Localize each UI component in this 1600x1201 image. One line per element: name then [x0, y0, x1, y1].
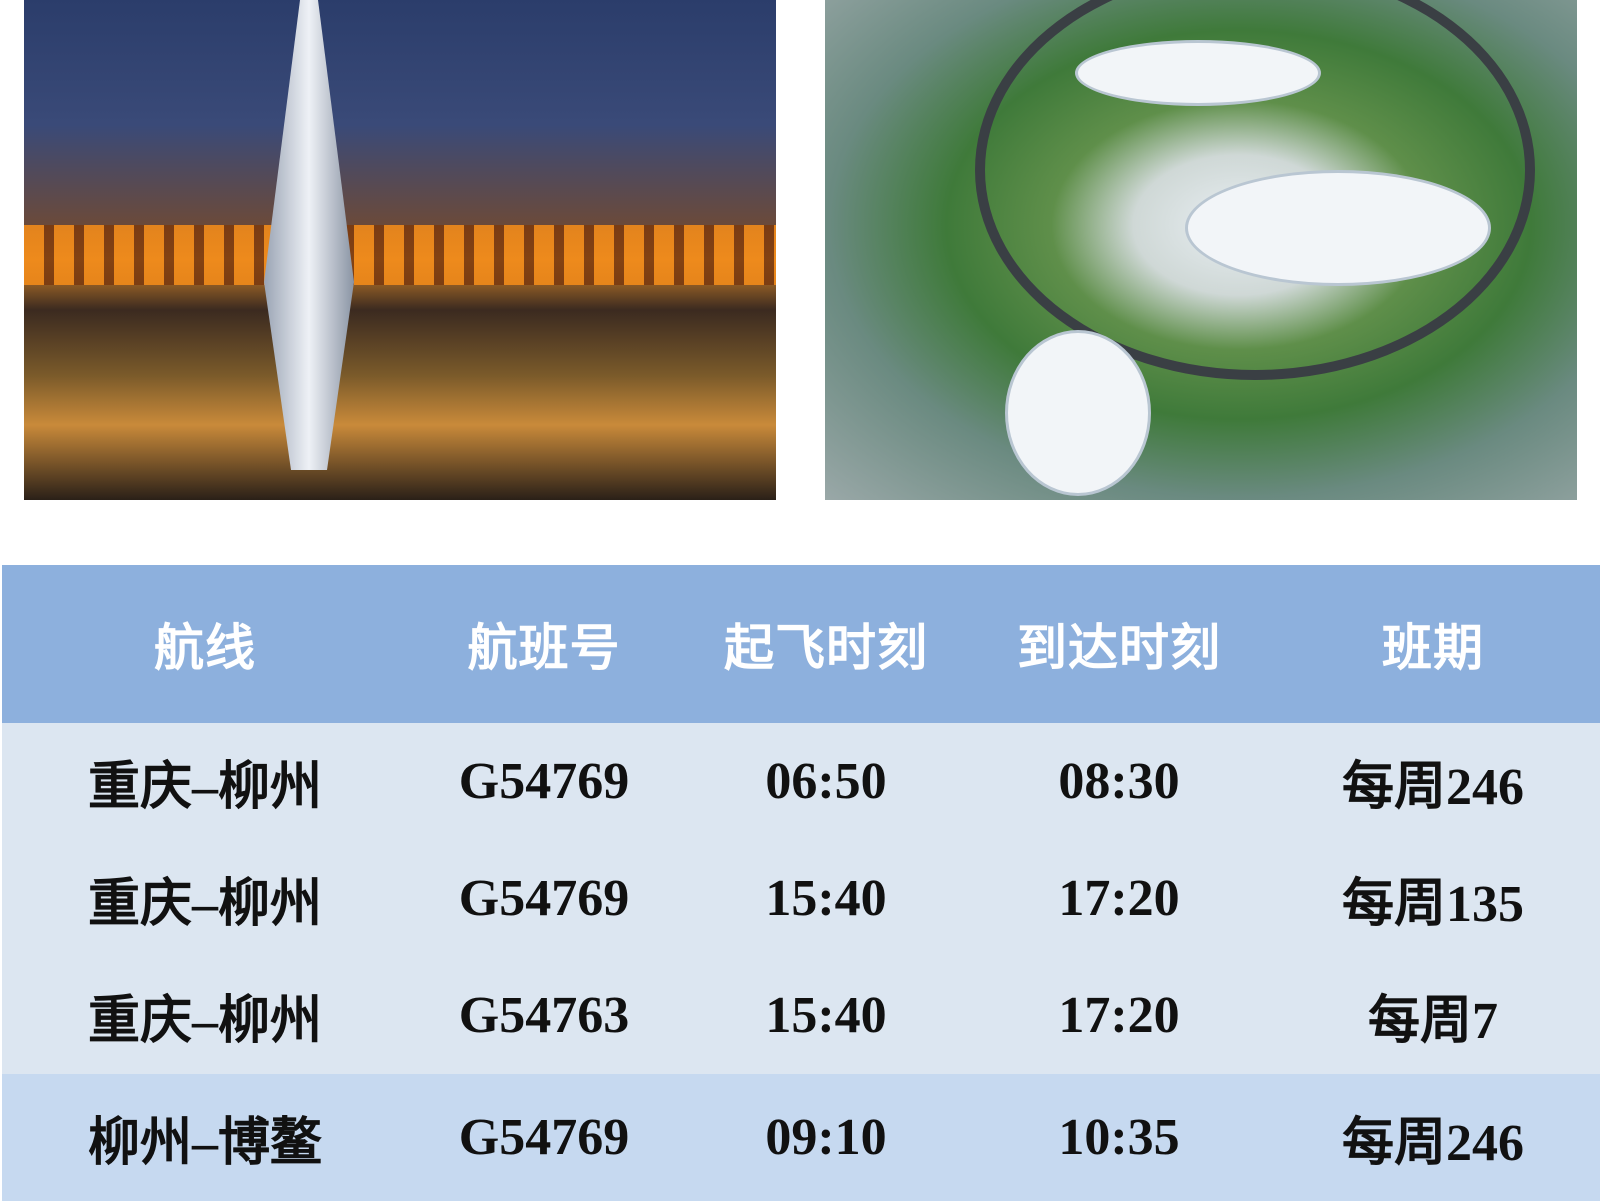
flight-number-cell: G54763 — [408, 957, 680, 1074]
flight-number-cell: G54769 — [408, 723, 680, 840]
bridge-tower — [264, 0, 354, 470]
arrival-cell: 17:20 — [972, 840, 1266, 957]
departure-cell: 06:50 — [680, 723, 972, 840]
arrival-cell: 17:20 — [972, 957, 1266, 1074]
route-cell: 重庆–柳州 — [2, 957, 408, 1074]
table-row: 重庆–柳州 G54769 15:40 17:20 每周135 — [2, 840, 1600, 957]
table-header-row: 航线 航班号 起飞时刻 到达时刻 班期 — [2, 565, 1600, 723]
building — [1075, 40, 1321, 106]
bridge-deck — [24, 225, 776, 285]
schedule-cell: 每周7 — [1266, 957, 1600, 1074]
route-cell: 柳州–博鳌 — [2, 1074, 408, 1201]
building — [1185, 170, 1491, 286]
ring-road — [975, 0, 1535, 380]
table-row: 重庆–柳州 G54769 06:50 08:30 每周246 — [2, 723, 1600, 840]
header-departure-time: 起飞时刻 — [680, 565, 972, 723]
route-cell: 重庆–柳州 — [2, 840, 408, 957]
schedule-cell: 每周246 — [1266, 723, 1600, 840]
departure-cell: 09:10 — [680, 1074, 972, 1201]
table-row: 柳州–博鳌 G54769 09:10 10:35 每周246 — [2, 1074, 1600, 1201]
header-route: 航线 — [2, 565, 408, 723]
header-flight-number: 航班号 — [408, 565, 680, 723]
schedule-cell: 每周246 — [1266, 1074, 1600, 1201]
schedule-cell: 每周135 — [1266, 840, 1600, 957]
aerial-park-photo — [825, 0, 1577, 500]
flight-schedule-table: 航线 航班号 起飞时刻 到达时刻 班期 重庆–柳州 G54769 06:50 0… — [2, 565, 1600, 1201]
table-row: 重庆–柳州 G54763 15:40 17:20 每周7 — [2, 957, 1600, 1074]
arrival-cell: 10:35 — [972, 1074, 1266, 1201]
header-arrival-time: 到达时刻 — [972, 565, 1266, 723]
flight-number-cell: G54769 — [408, 840, 680, 957]
departure-cell: 15:40 — [680, 957, 972, 1074]
city-night-bridge-photo — [24, 0, 776, 500]
arrival-cell: 08:30 — [972, 723, 1266, 840]
header-schedule: 班期 — [1266, 565, 1600, 723]
stadium — [1005, 330, 1151, 496]
departure-cell: 15:40 — [680, 840, 972, 957]
route-cell: 重庆–柳州 — [2, 723, 408, 840]
flight-number-cell: G54769 — [408, 1074, 680, 1201]
